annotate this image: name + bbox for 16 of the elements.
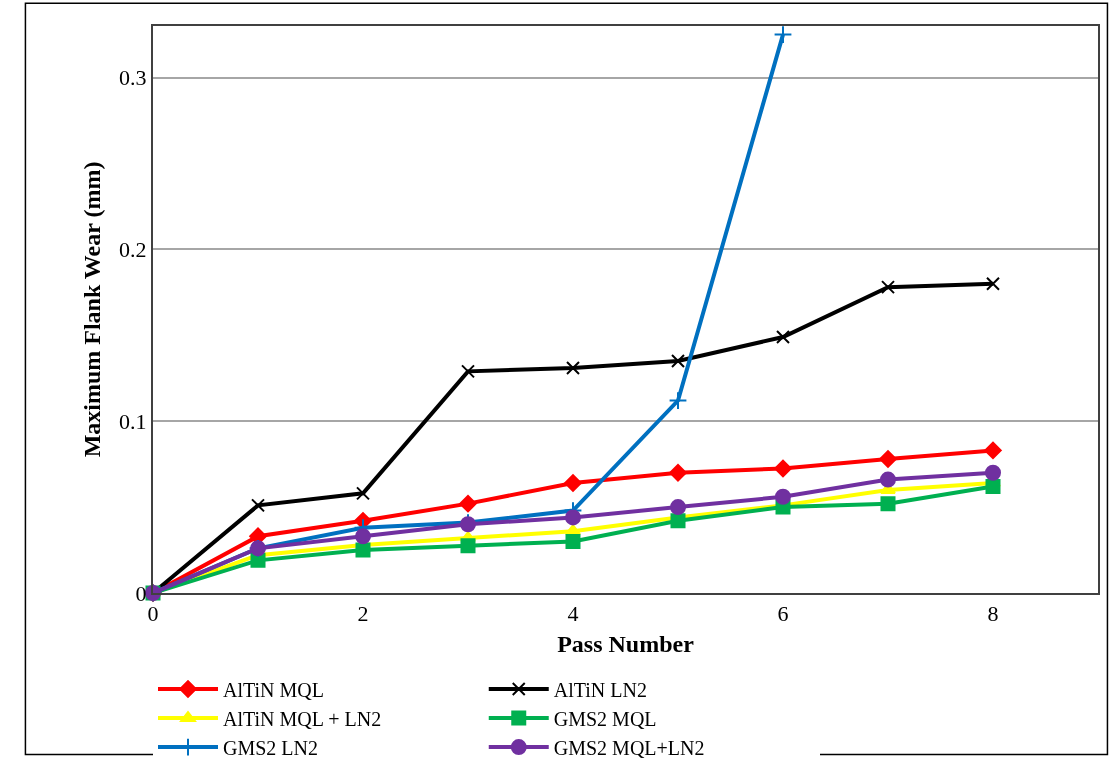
legend-label: AlTiN MQL + LN2 — [223, 707, 382, 730]
legend-label: AlTiN LN2 — [553, 678, 647, 701]
x-tick-label: 8 — [987, 601, 999, 627]
y-tick-label: 0.1 — [119, 408, 147, 434]
x-tick-label: 6 — [777, 601, 789, 627]
x-tick-label: 4 — [567, 601, 579, 627]
legend-label: GMS2 MQL+LN2 — [553, 736, 705, 759]
y-tick-label: 0 — [135, 580, 147, 606]
legend-label: GMS2 LN2 — [223, 736, 319, 759]
legend-label: GMS2 MQL — [553, 707, 657, 730]
x-tick-label: 2 — [357, 601, 369, 627]
y-tick-label: 0.2 — [119, 237, 147, 263]
legend-label: AlTiN MQL — [223, 678, 324, 701]
y-tick-label: 0.3 — [119, 65, 147, 91]
y-axis-title: Maximum Flank Wear (mm) — [78, 161, 105, 458]
x-axis-title: Pass Number — [557, 631, 695, 658]
